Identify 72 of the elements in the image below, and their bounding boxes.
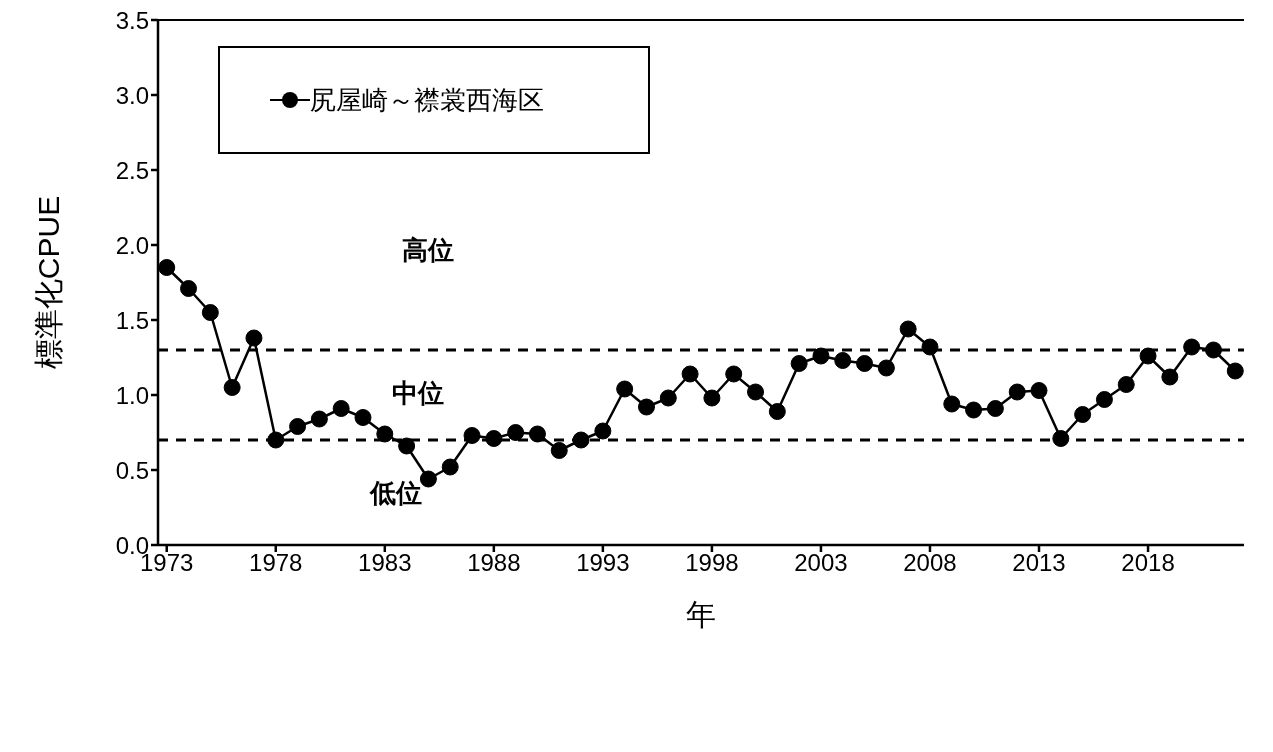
point	[986, 400, 1004, 417]
point	[834, 352, 852, 369]
point	[1008, 383, 1026, 401]
point	[1183, 338, 1201, 356]
point	[899, 320, 917, 338]
point	[1139, 347, 1157, 365]
y-tick-label: 3.0	[115, 81, 149, 109]
point	[943, 395, 961, 413]
x-tick-label: 1978	[249, 549, 303, 577]
x-tick-label: 1998	[685, 549, 739, 577]
point	[572, 431, 590, 449]
point	[1052, 430, 1070, 447]
point	[289, 418, 307, 435]
y-tick-label: 3.5	[115, 6, 149, 34]
point	[725, 365, 743, 383]
point	[441, 458, 459, 476]
x-tick-label: 1988	[467, 549, 521, 577]
point	[637, 398, 655, 416]
point	[158, 259, 176, 276]
point	[768, 403, 786, 420]
point	[681, 365, 699, 383]
point	[180, 280, 198, 297]
y-tick-label: 0.5	[115, 456, 149, 484]
point	[528, 425, 546, 443]
point	[921, 338, 939, 356]
point	[965, 401, 983, 419]
point	[310, 410, 328, 428]
point	[332, 400, 350, 417]
x-tick-label: 1983	[358, 549, 412, 577]
point	[616, 380, 634, 398]
y-tick-label: 2.5	[115, 156, 149, 184]
point	[1204, 341, 1222, 359]
point	[1074, 406, 1092, 423]
point	[223, 379, 241, 396]
point	[267, 431, 285, 449]
point	[1030, 382, 1048, 399]
point	[376, 425, 394, 443]
point	[201, 304, 219, 321]
y-tick-label: 2.0	[115, 231, 149, 259]
x-tick-label: 1993	[576, 549, 630, 577]
x-tick-label: 2013	[1012, 549, 1066, 577]
point	[659, 389, 677, 407]
point	[747, 383, 765, 401]
point	[463, 427, 481, 444]
point	[594, 422, 612, 440]
annotation: 高位	[402, 235, 455, 266]
point	[790, 355, 808, 372]
x-tick-label: 2018	[1121, 549, 1175, 577]
point	[856, 355, 874, 372]
point	[703, 389, 721, 407]
x-tick-label: 2003	[794, 549, 848, 577]
point	[398, 437, 416, 455]
point	[550, 442, 568, 459]
y-axis-title: 標準化CPUE	[31, 195, 65, 370]
point	[1161, 368, 1179, 386]
point	[507, 424, 525, 441]
legend-label: 尻屋崎～襟裳西海区	[310, 83, 544, 117]
point	[812, 347, 830, 365]
x-tick-label: 2008	[903, 549, 957, 577]
annotation: 中位	[391, 377, 444, 408]
y-tick-label: 1.0	[115, 381, 149, 409]
point	[1095, 391, 1113, 408]
point	[354, 409, 372, 426]
y-tick-label: 1.5	[115, 306, 149, 334]
point	[245, 329, 263, 347]
x-axis-title: 年	[686, 598, 716, 631]
point	[877, 359, 895, 377]
point	[1117, 376, 1135, 393]
annotation: 低位	[368, 478, 422, 509]
point	[1226, 362, 1244, 380]
legend-frame: 尻屋崎～襟裳西海区	[218, 46, 650, 154]
point	[485, 430, 503, 447]
